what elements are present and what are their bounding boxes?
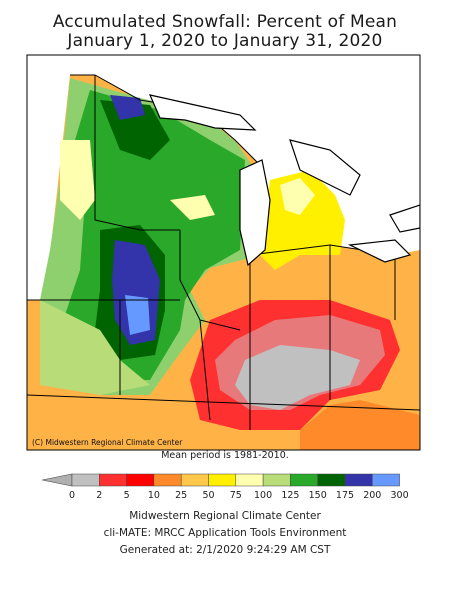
snow-zone: [170, 195, 215, 220]
legend-tick-label: 100: [254, 490, 272, 501]
map-frame: [26, 54, 421, 451]
legend-swatch: [126, 473, 155, 487]
legend: 0 2 5 10 25 50 75 100 125 150 175 200 300: [41, 473, 409, 501]
footer-org: Midwestern Regional Climate Center: [129, 510, 321, 522]
great-lakes: [148, 94, 420, 267]
legend-tick-label: 50: [202, 490, 214, 501]
snow-zone: [40, 300, 150, 395]
legend-underflow-arrow: [41, 473, 73, 487]
mean-period-note: Mean period is 1981-2010.: [161, 450, 289, 461]
legend-tick-label: 150: [309, 490, 327, 501]
snow-zone: [100, 100, 170, 160]
legend-swatch: [208, 473, 237, 487]
snow-zone: [300, 400, 420, 450]
legend-tick-label: 2: [96, 490, 102, 501]
legend-swatch: [317, 473, 346, 487]
snow-zone: [235, 345, 360, 410]
legend-swatch: [262, 473, 291, 487]
legend-swatch: [235, 473, 264, 487]
legend-tick-label: 125: [281, 490, 299, 501]
snow-zone: [280, 178, 315, 215]
legend-tick-label: 300: [391, 490, 409, 501]
legend-tick-label: 0: [69, 490, 75, 501]
copyright-label: (C) Midwestern Regional Climate Center: [32, 438, 183, 447]
legend-swatch: [344, 473, 373, 487]
legend-swatch: [71, 473, 100, 487]
legend-tick-label: 10: [148, 490, 160, 501]
legend-tick-label: 5: [124, 490, 130, 501]
map-title: Accumulated Snowfall: Percent of Mean: [52, 12, 398, 32]
snow-zone: [60, 140, 95, 220]
legend-swatch: [99, 473, 127, 487]
legend-swatch: [372, 473, 400, 487]
legend-tick-label: 175: [336, 490, 354, 501]
legend-tick-label: 25: [175, 490, 187, 501]
legend-tick-label: 75: [230, 490, 242, 501]
legend-swatch: [153, 473, 182, 487]
snow-zone: [110, 95, 145, 120]
legend-tick-label: 200: [363, 490, 381, 501]
snow-zone: [125, 295, 150, 335]
snowfall-map: [26, 54, 421, 451]
legend-swatch: [290, 473, 318, 487]
footer-tool: cli-MATE: MRCC Application Tools Environ…: [103, 527, 347, 539]
footer-generated: Generated at: 2/1/2020 9:24:29 AM CST: [119, 544, 331, 556]
snow-zone: [260, 170, 345, 270]
map-subtitle: January 1, 2020 to January 31, 2020: [67, 31, 383, 51]
legend-swatch: [180, 473, 209, 487]
